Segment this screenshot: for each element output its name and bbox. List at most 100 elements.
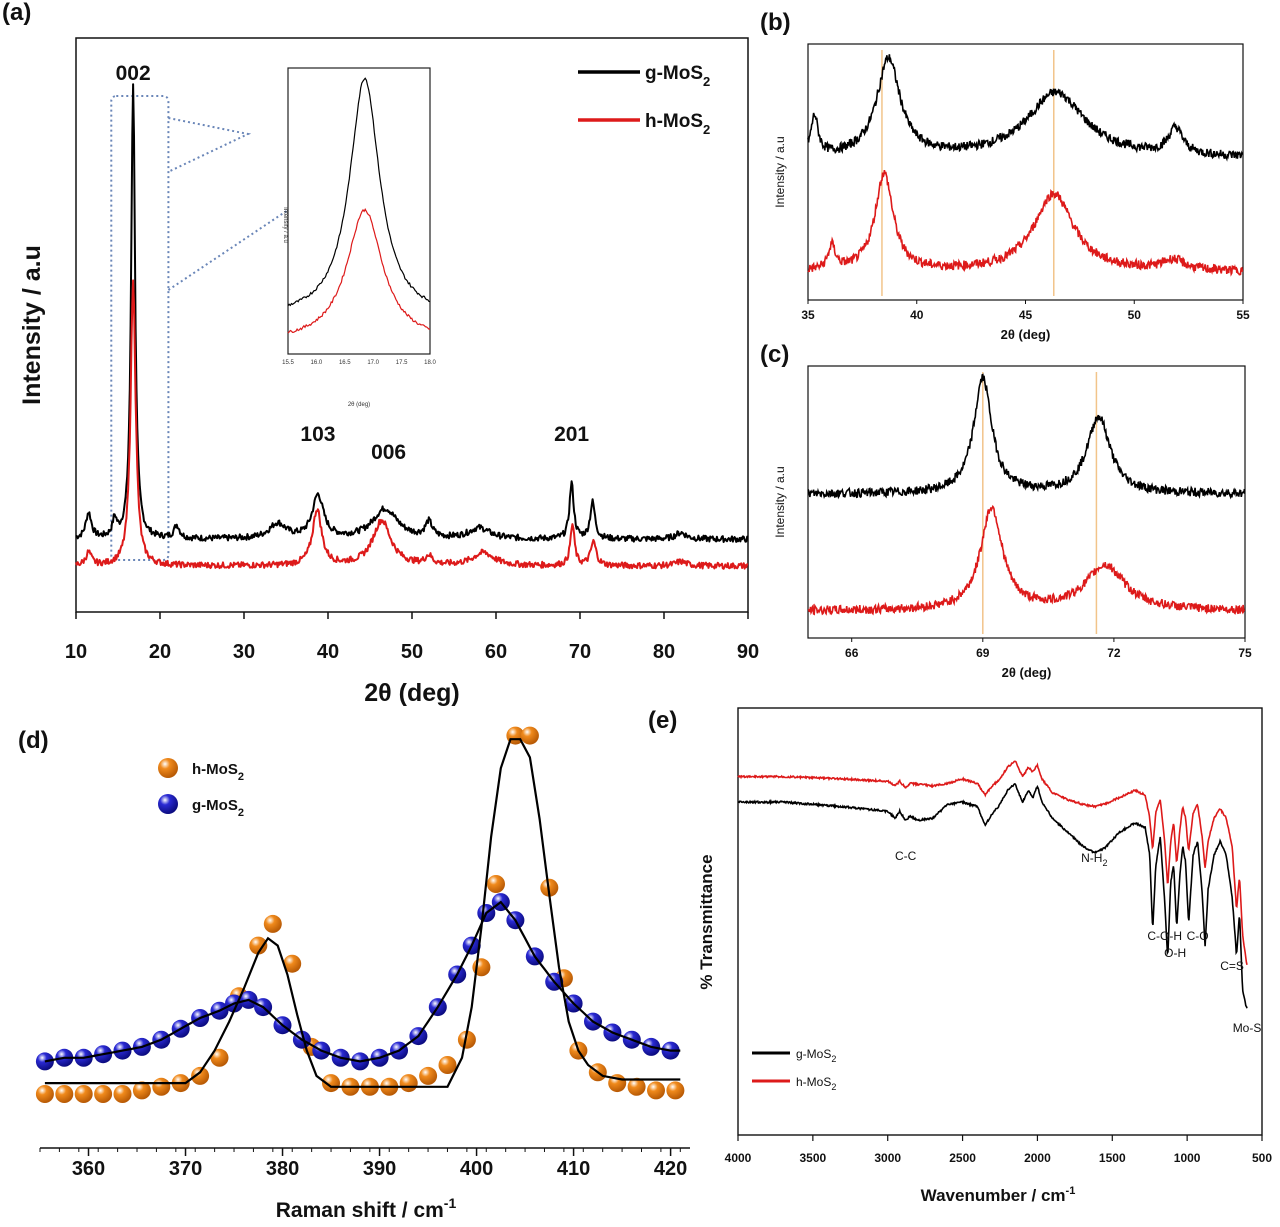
x-tick-label-45: 45: [1019, 308, 1033, 322]
y-axis-title-b: Intensity / a.u: [773, 136, 787, 207]
inset-x-tick-17.5: 17.5: [396, 360, 408, 366]
x-tick-label-66: 66: [845, 646, 859, 660]
x-tick-label-10: 10: [65, 641, 87, 663]
legend-label-g-MoS2: g-MoS2: [796, 1047, 836, 1064]
peak-label-002: 002: [116, 62, 151, 85]
series-line-h-MoS2: [737, 760, 1248, 965]
legend-label-h-MoS2: h-MoS2: [645, 111, 710, 137]
data-point-h-MoS2: [94, 1085, 113, 1103]
zoom-pointer-top: [167, 117, 252, 173]
peak-label-006: 006: [371, 441, 406, 464]
data-point-h-MoS2: [438, 1056, 457, 1074]
y-axis-title-c: Intensity / a.u: [773, 466, 787, 537]
fit-line-g: [44, 900, 681, 1063]
data-point-h-MoS2: [647, 1081, 665, 1100]
data-point-h-MoS2: [191, 1066, 210, 1085]
x-tick-label-80: 80: [653, 641, 675, 663]
inset-x-tick-16.5: 16.5: [339, 360, 351, 366]
data-point-h-MoS2: [74, 1085, 93, 1103]
x-tick-label-420: 420: [654, 1158, 687, 1180]
data-point-h-MoS2: [457, 1030, 476, 1049]
fit-line-h: [44, 738, 681, 1088]
x-tick-label-3500: 3500: [800, 1151, 827, 1165]
inset-x-tick-17.0: 17.0: [367, 360, 379, 366]
series-line-g-MoS2: [75, 83, 749, 543]
x-tick-label-75: 75: [1238, 646, 1252, 660]
inset-y-title: Intensity / a.u: [282, 207, 288, 243]
data-point-h-MoS2: [113, 1085, 132, 1103]
annotation-C-O-H: C-O-H: [1147, 929, 1182, 943]
panel-e-ftir: 4000 3500 3000 2500 2000 1500 1000 500 Wavenumbe…: [697, 707, 1272, 1205]
series-line-h-MoS2: [807, 169, 1244, 277]
data-point-h-MoS2: [283, 954, 302, 973]
panel-b-xrd-zoom: 35 40 45 50 55 2θ (deg) Intensity / a.u: [773, 43, 1250, 342]
x-tick-label-40: 40: [910, 308, 924, 322]
panel-label-d: (d): [18, 727, 49, 754]
data-point-h-MoS2: [132, 1081, 151, 1100]
x-axis-title-e: Wavenumber / cm-1: [921, 1185, 1076, 1205]
x-tick-label-380: 380: [266, 1158, 299, 1180]
series-line-g-MoS2: [737, 783, 1248, 1009]
plot-frame-c: [807, 365, 1246, 639]
data-point-h-MoS2: [399, 1074, 418, 1093]
inset-x-tick-16.0: 16.0: [311, 360, 323, 366]
x-tick-label-400: 400: [460, 1158, 493, 1180]
legend-marker-g-MoS2: [158, 794, 178, 814]
inset-x-tick-15.5: 15.5: [282, 360, 294, 366]
annotation-C=S: C=S: [1220, 959, 1244, 973]
zoom-box: [110, 95, 170, 561]
panel-d-raman: 360 370 380 390 400 410 420 Raman shift / cm-1 h…: [35, 726, 690, 1222]
data-point-h-MoS2: [627, 1077, 646, 1096]
legend-label-g-MoS2: g-MoS2: [645, 63, 710, 89]
x-tick-label-35: 35: [801, 308, 815, 322]
panel-c-xrd-zoom: 66 69 72 75 2θ (deg) Intensity / a.u: [773, 365, 1252, 680]
inset-x-title: 2θ (deg): [348, 402, 370, 408]
x-tick-label-70: 70: [569, 641, 591, 663]
x-axis-title-a: 2θ (deg): [364, 679, 459, 707]
inset-x-tick-18.0: 18.0: [424, 360, 436, 366]
data-point-h-MoS2: [263, 914, 282, 933]
panel-label-c: (c): [760, 341, 789, 368]
x-tick-label-360: 360: [72, 1158, 105, 1180]
x-tick-label-60: 60: [485, 641, 507, 663]
series-line-h-MoS2: [75, 279, 749, 570]
x-axis-title-b: 2θ (deg): [1001, 327, 1051, 342]
annotation-C-O: C-O: [1187, 929, 1209, 943]
inset-line-g-MoS2: [287, 77, 431, 307]
x-tick-label-500: 500: [1252, 1151, 1272, 1165]
x-tick-label-90: 90: [737, 641, 759, 663]
x-tick-label-2000: 2000: [1024, 1151, 1051, 1165]
panel-label-b: (b): [760, 9, 791, 36]
zoom-pointer-bottom: [167, 209, 289, 291]
x-tick-label-50: 50: [1128, 308, 1142, 322]
panel-a-xrd: 10 20 30 40 50 60 70 80 90 2θ (deg) Intensity / a.…: [18, 37, 759, 707]
legend-label-h-MoS2: h-MoS2: [192, 761, 244, 783]
panel-label-a: (a): [2, 0, 31, 26]
data-point-h-MoS2: [520, 726, 539, 745]
x-tick-label-72: 72: [1107, 646, 1121, 660]
data-point-h-MoS2: [55, 1085, 74, 1103]
data-point-h-MoS2: [210, 1048, 229, 1067]
x-tick-label-69: 69: [976, 646, 990, 660]
panel-label-e: (e): [648, 707, 677, 734]
x-tick-label-30: 30: [233, 641, 255, 663]
data-point-h-MoS2: [35, 1085, 54, 1103]
y-axis-title-e: % Transmittance: [697, 854, 716, 989]
data-point-h-MoS2: [249, 936, 268, 955]
annotation-N-H: N-H2: [1081, 851, 1107, 868]
annotation-C-C: C-C: [895, 849, 917, 863]
x-axis-title-c: 2θ (deg): [1002, 665, 1052, 680]
annotation-O-H: O-H: [1164, 946, 1186, 960]
series-line-g-MoS2: [807, 54, 1244, 162]
x-tick-label-4000: 4000: [725, 1151, 752, 1165]
peak-label-201: 201: [554, 423, 589, 446]
inset-line-h-MoS2: [287, 208, 431, 334]
series-line-h-MoS2: [807, 504, 1246, 616]
peak-label-103: 103: [300, 423, 335, 446]
x-tick-label-55: 55: [1236, 308, 1250, 322]
legend-label-h-MoS2: h-MoS2: [796, 1075, 836, 1092]
inset-frame: [287, 67, 431, 355]
x-tick-label-20: 20: [149, 641, 171, 663]
x-tick-label-40: 40: [317, 641, 339, 663]
